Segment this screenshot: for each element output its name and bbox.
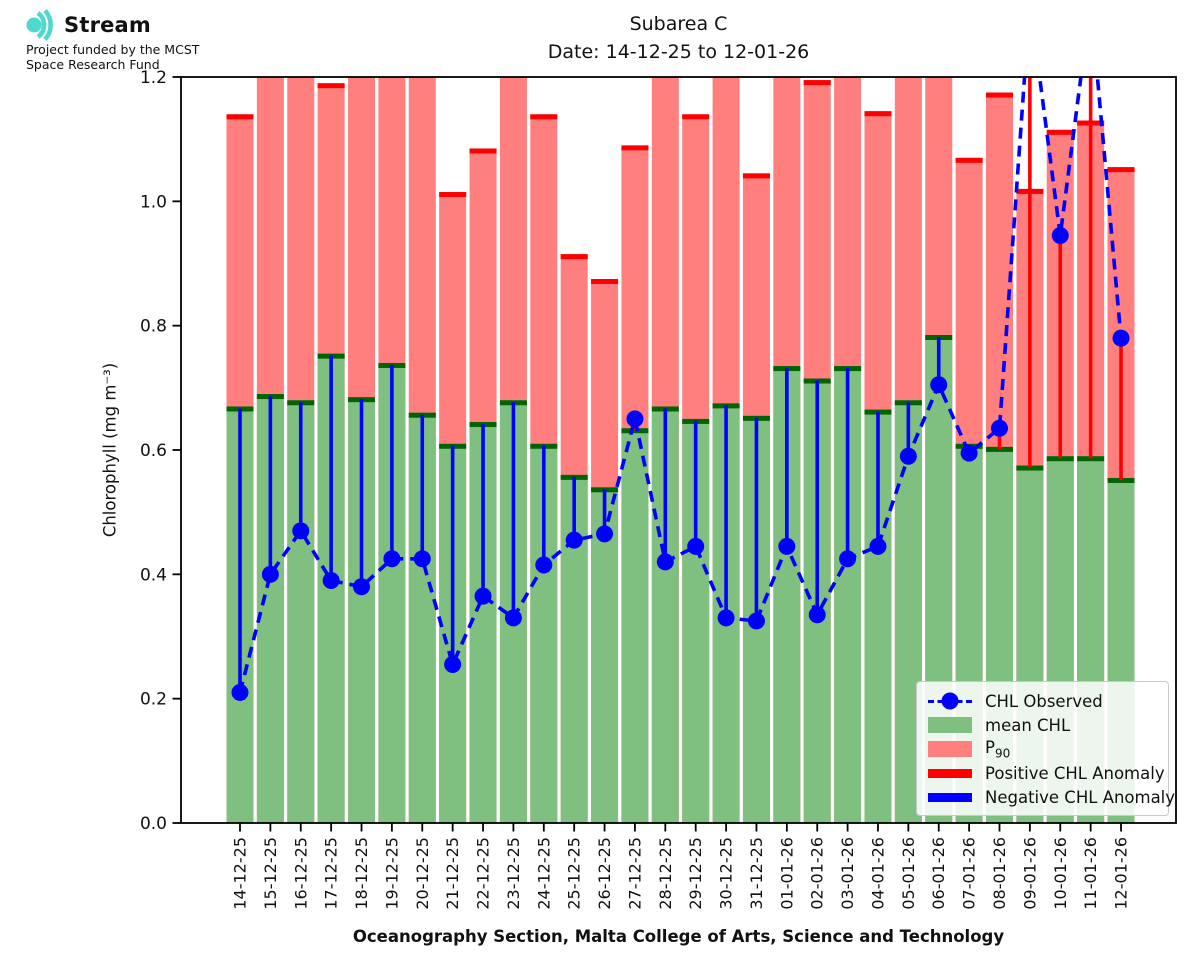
negative-anomaly-swatch (928, 792, 972, 802)
svg-text:08-01-26: 08-01-26 (990, 837, 1009, 910)
y-axis-label: Chlorophyll (mg m⁻³) (100, 362, 120, 538)
svg-text:22-12-25: 22-12-25 (474, 837, 493, 910)
svg-text:15-12-25: 15-12-25 (261, 837, 280, 910)
svg-text:25-12-25: 25-12-25 (565, 837, 584, 910)
svg-text:12-01-26: 12-01-26 (1112, 837, 1131, 910)
svg-text:24-12-25: 24-12-25 (534, 837, 553, 910)
svg-text:06-01-26: 06-01-26 (929, 837, 948, 910)
svg-text:03-01-26: 03-01-26 (838, 837, 857, 910)
legend-item-p90: P90 (928, 737, 1158, 761)
svg-text:18-12-25: 18-12-25 (352, 837, 371, 910)
brand-name: Stream (64, 13, 152, 37)
svg-text:0.0: 0.0 (140, 814, 167, 834)
svg-text:10-01-26: 10-01-26 (1051, 837, 1070, 910)
legend: CHL Observed mean CHL P90 Positive CHL A… (916, 681, 1175, 816)
svg-text:1.2: 1.2 (140, 68, 167, 88)
svg-text:28-12-25: 28-12-25 (656, 837, 675, 910)
svg-text:31-12-25: 31-12-25 (747, 837, 766, 910)
svg-text:19-12-25: 19-12-25 (382, 837, 401, 910)
legend-item-negative-anomaly: Negative CHL Anomaly (928, 785, 1175, 809)
funding-note: Project funded by the MCST Space Researc… (26, 42, 200, 73)
svg-text:14-12-25: 14-12-25 (231, 837, 250, 910)
funding-line-2: Space Research Fund (26, 56, 160, 72)
stream-logo: Stream Project funded by the MCST Space … (26, 8, 199, 73)
svg-text:16-12-25: 16-12-25 (291, 837, 310, 910)
legend-item-positive-anomaly: Positive CHL Anomaly (928, 761, 1165, 785)
legend-item-mean-chl: mean CHL (928, 713, 1158, 737)
observed-line-swatch (928, 692, 972, 710)
chart-subtitle: Date: 14-12-25 to 12-01-26 (547, 40, 810, 63)
svg-text:07-01-26: 07-01-26 (960, 837, 979, 910)
svg-text:04-01-26: 04-01-26 (868, 837, 887, 910)
y-axis-ticks: 0.0 0.2 0.4 0.6 0.8 1.0 1.2 (140, 68, 181, 834)
svg-text:01-01-26: 01-01-26 (777, 837, 796, 910)
svg-text:23-12-25: 23-12-25 (504, 837, 523, 910)
svg-text:21-12-25: 21-12-25 (443, 837, 462, 910)
svg-text:29-12-25: 29-12-25 (686, 837, 705, 910)
svg-text:0.8: 0.8 (140, 317, 167, 337)
svg-text:0.4: 0.4 (140, 565, 167, 585)
positive-anomaly-swatch (928, 768, 972, 778)
svg-text:0.2: 0.2 (140, 690, 167, 710)
chart-title-block: Subarea C Date: 14-12-25 to 12-01-26 (181, 11, 1176, 66)
svg-text:20-12-25: 20-12-25 (413, 837, 432, 910)
anomaly-lines (238, 77, 1123, 693)
legend-item-chl-observed: CHL Observed (928, 689, 1158, 713)
mean-chl-swatch (928, 717, 972, 733)
svg-text:27-12-25: 27-12-25 (625, 837, 644, 910)
svg-text:1.0: 1.0 (140, 192, 167, 212)
funding-line-1: Project funded by the MCST (26, 42, 200, 57)
signal-waves-icon (26, 8, 62, 42)
svg-text:11-01-26: 11-01-26 (1081, 837, 1100, 910)
svg-text:17-12-25: 17-12-25 (322, 837, 341, 910)
observed-points (231, 227, 1130, 701)
svg-text:02-01-26: 02-01-26 (808, 837, 827, 910)
p90-swatch (928, 741, 972, 757)
svg-text:05-01-26: 05-01-26 (899, 837, 918, 910)
svg-text:09-01-26: 09-01-26 (1020, 837, 1039, 910)
x-axis-label: Oceanography Section, Malta College of A… (352, 927, 1005, 946)
chart-title: Subarea C (629, 13, 728, 35)
x-axis-ticks: 14-12-25 15-12-25 16-12-25 17-12-25 18-12-25… (231, 823, 1131, 910)
svg-text:0.6: 0.6 (140, 441, 167, 461)
svg-text:30-12-25: 30-12-25 (717, 837, 736, 910)
svg-text:26-12-25: 26-12-25 (595, 837, 614, 910)
